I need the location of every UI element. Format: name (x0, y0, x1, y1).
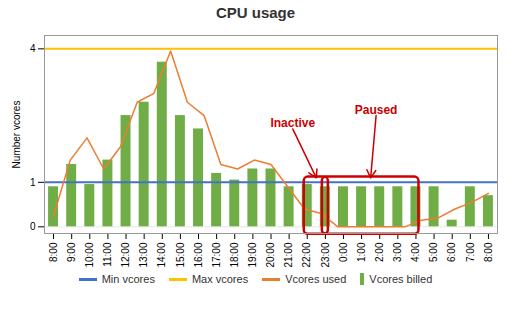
html-text:Min vcores: Min vcores (101, 273, 155, 285)
svg-text:17:00: 17:00 (211, 242, 222, 267)
svg-text:14:00: 14:00 (156, 242, 167, 267)
html-text:Max vcores: Max vcores (191, 273, 249, 285)
svg-text:4: 4 (30, 43, 36, 54)
svg-text:19:00: 19:00 (247, 242, 258, 267)
html-text:CPU usage: CPU usage (215, 4, 296, 21)
svg-text:4:00: 4:00 (410, 242, 421, 262)
svg-text:Number vcores: Number vcores (11, 101, 22, 169)
svg-text:10:00: 10:00 (84, 242, 95, 267)
svg-text:1:00: 1:00 (356, 242, 367, 262)
svg-text:20:00: 20:00 (265, 242, 276, 267)
svg-text:0: 0 (30, 221, 36, 232)
svg-text:16:00: 16:00 (193, 242, 204, 267)
svg-text:11:00: 11:00 (102, 242, 113, 267)
svg-text:1: 1 (30, 177, 36, 188)
svg-text:15:00: 15:00 (175, 242, 186, 267)
svg-text:8:00: 8:00 (483, 242, 494, 262)
svg-text:13:00: 13:00 (138, 242, 149, 267)
svg-text:2:00: 2:00 (374, 242, 385, 262)
svg-text:22:00: 22:00 (301, 242, 312, 267)
svg-text:Inactive: Inactive (270, 116, 315, 130)
svg-text:7:00: 7:00 (465, 242, 476, 262)
svg-text:18:00: 18:00 (229, 242, 240, 267)
svg-text:12:00: 12:00 (120, 242, 131, 267)
svg-text:3:00: 3:00 (392, 242, 403, 262)
html-text:Vcores used: Vcores used (285, 273, 347, 285)
svg-text:Paused: Paused (355, 103, 398, 117)
svg-text:23:00: 23:00 (320, 242, 331, 267)
html-text:Vcores billed: Vcores billed (369, 273, 433, 285)
svg-text:21:00: 21:00 (283, 242, 294, 267)
svg-text:6:00: 6:00 (446, 242, 457, 262)
svg-text:5:00: 5:00 (428, 242, 439, 262)
svg-text:0:00: 0:00 (338, 242, 349, 262)
svg-text:9:00: 9:00 (66, 242, 77, 262)
svg-text:8:00: 8:00 (48, 242, 59, 262)
